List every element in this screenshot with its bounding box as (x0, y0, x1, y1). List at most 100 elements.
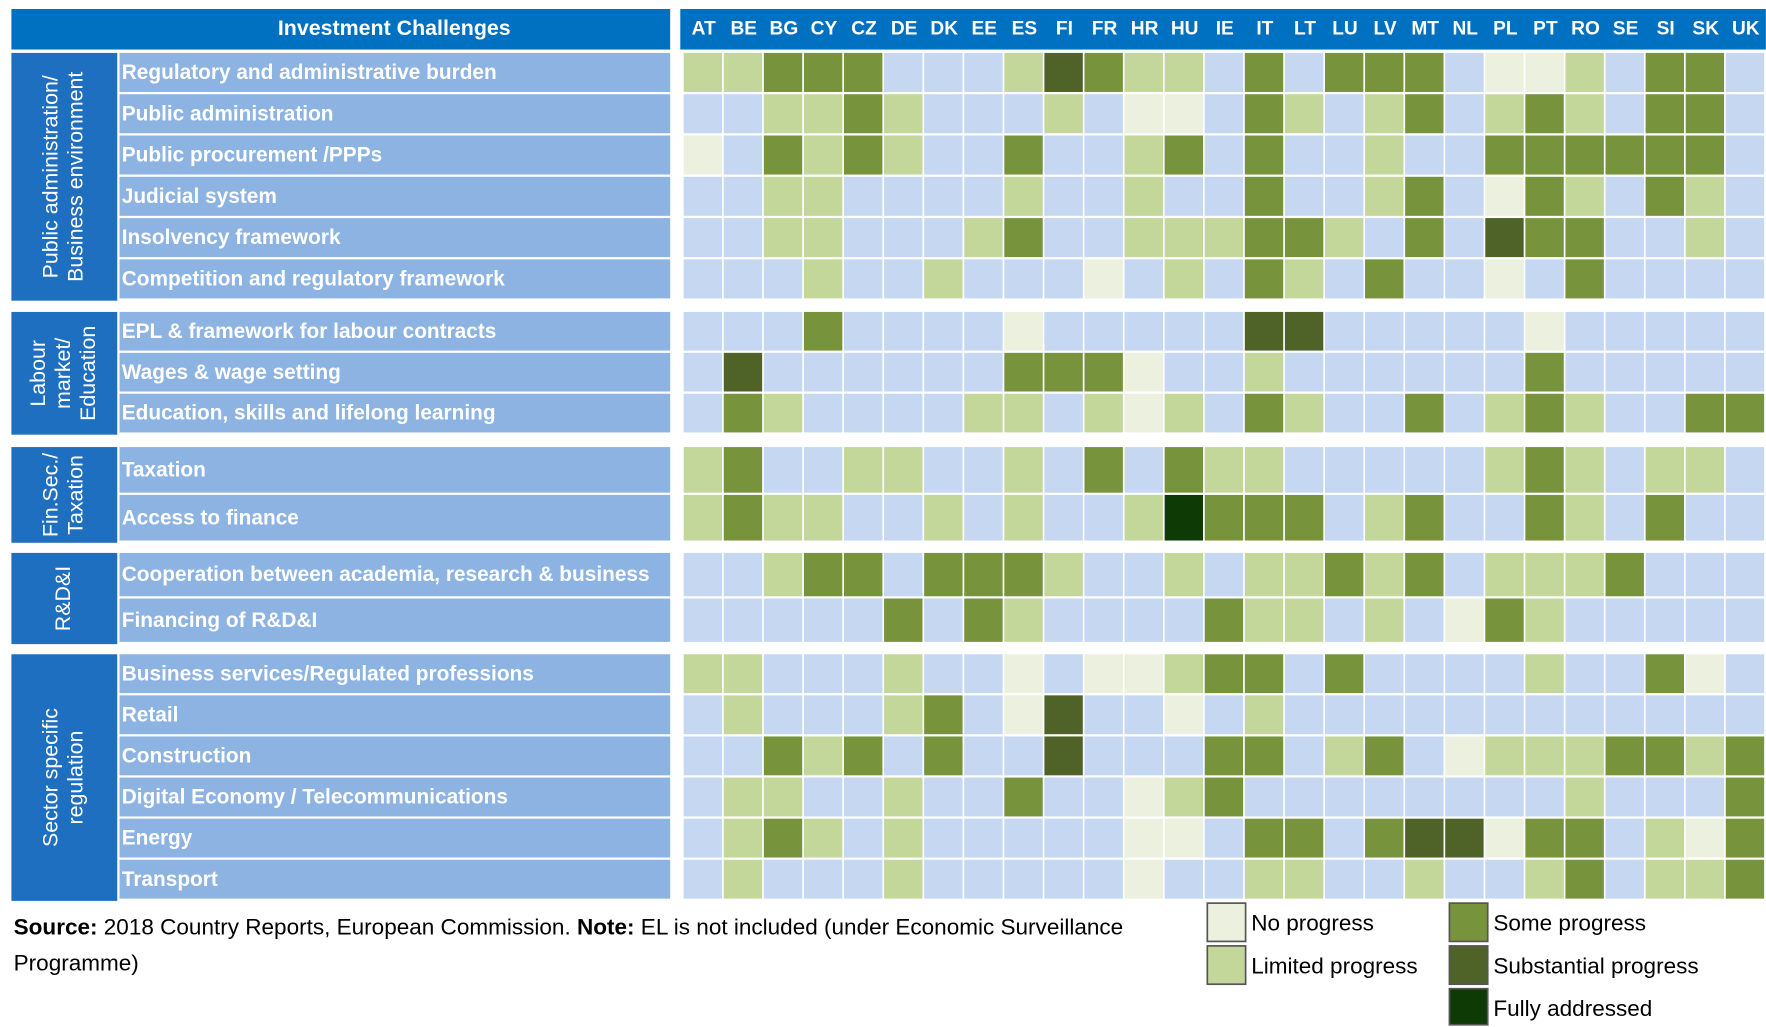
status-cell (1244, 447, 1284, 493)
status-cell (1445, 818, 1484, 858)
status-cell (1725, 447, 1765, 493)
row-label-bg (119, 94, 671, 134)
status-cell (1485, 654, 1524, 694)
row-label: Judicial system (122, 185, 277, 208)
status-cell (763, 218, 803, 258)
status-cell (683, 494, 723, 541)
status-cell (683, 259, 723, 299)
status-cell (1004, 695, 1043, 735)
status-cell (1164, 218, 1204, 258)
status-cell (924, 695, 963, 735)
status-cell (1685, 598, 1725, 642)
status-cell (1445, 311, 1484, 351)
status-cell (1004, 494, 1043, 541)
status-cell (1405, 859, 1444, 899)
row-label: Retail (122, 703, 179, 726)
column-label: RO (1571, 18, 1600, 39)
row-label: Taxation (122, 458, 206, 481)
status-cell (1324, 818, 1364, 858)
status-cell (1605, 859, 1644, 899)
status-cell (1284, 176, 1324, 216)
status-cell (1324, 598, 1364, 642)
group-label: market/ (51, 338, 75, 409)
status-cell (1525, 736, 1564, 776)
status-cell (803, 818, 843, 858)
status-cell (803, 736, 843, 776)
status-cell (803, 859, 843, 899)
status-cell (1324, 777, 1364, 817)
legend-swatch (1448, 945, 1489, 986)
status-cell (803, 259, 843, 299)
status-cell (1525, 176, 1564, 216)
row-label-bg (119, 552, 671, 597)
status-cell (964, 94, 1003, 134)
status-cell (683, 176, 723, 216)
status-cell (1284, 447, 1324, 493)
status-cell (1685, 352, 1725, 392)
status-cell (1405, 818, 1444, 858)
status-cell (1605, 311, 1644, 351)
status-cell (1004, 352, 1043, 392)
status-cell (1685, 777, 1725, 817)
status-cell (1605, 352, 1644, 392)
status-cell (844, 135, 883, 175)
status-cell (1084, 259, 1123, 299)
status-cell (1084, 598, 1123, 642)
status-cell (1164, 259, 1204, 299)
status-cell (1485, 311, 1524, 351)
status-cell (1685, 447, 1725, 493)
status-cell (1204, 695, 1244, 735)
status-cell (964, 352, 1003, 392)
group-label: R&D&I (51, 566, 75, 631)
status-cell (1324, 447, 1364, 493)
status-cell (1365, 736, 1404, 776)
status-cell (1284, 218, 1324, 258)
status-cell (884, 94, 923, 134)
status-cell (1645, 352, 1685, 392)
column-label: FI (1056, 18, 1073, 39)
row-label: Education, skills and lifelong learning (122, 402, 496, 425)
status-cell (1405, 736, 1444, 776)
column-label: ES (1012, 18, 1038, 39)
status-cell (1365, 447, 1404, 493)
status-cell (1405, 447, 1444, 493)
status-cell (1605, 393, 1644, 433)
status-cell (1445, 777, 1484, 817)
status-cell (1004, 818, 1043, 858)
status-cell (924, 259, 963, 299)
status-cell (964, 736, 1003, 776)
status-cell (1044, 259, 1083, 299)
status-cell (1645, 695, 1685, 735)
status-cell (1565, 135, 1604, 175)
status-cell (1685, 736, 1725, 776)
status-cell (1485, 736, 1524, 776)
status-cell (763, 52, 803, 92)
status-cell (1525, 494, 1564, 541)
footnote-text: Source: 2018 Country Reports, European C… (14, 910, 1140, 982)
status-cell (964, 818, 1003, 858)
status-cell (1324, 311, 1364, 351)
group-label: Fin.Sec./ (39, 453, 63, 537)
status-cell (1485, 52, 1524, 92)
row-label-bg (119, 494, 671, 541)
row-label-bg (119, 176, 671, 216)
group-label: Taxation (63, 455, 87, 535)
status-cell (1324, 94, 1364, 134)
status-cell (1164, 176, 1204, 216)
status-cell (763, 695, 803, 735)
status-cell (803, 352, 843, 392)
status-cell (964, 654, 1003, 694)
status-cell (884, 654, 923, 694)
status-cell (1164, 52, 1204, 92)
status-cell (1405, 654, 1444, 694)
status-cell (1645, 259, 1685, 299)
status-cell (683, 52, 723, 92)
status-cell (1525, 654, 1564, 694)
status-cell (1244, 393, 1284, 433)
status-cell (1365, 135, 1404, 175)
status-cell (1645, 52, 1685, 92)
status-cell (1004, 52, 1043, 92)
status-cell (1725, 695, 1765, 735)
status-cell (1605, 736, 1644, 776)
status-cell (844, 259, 883, 299)
